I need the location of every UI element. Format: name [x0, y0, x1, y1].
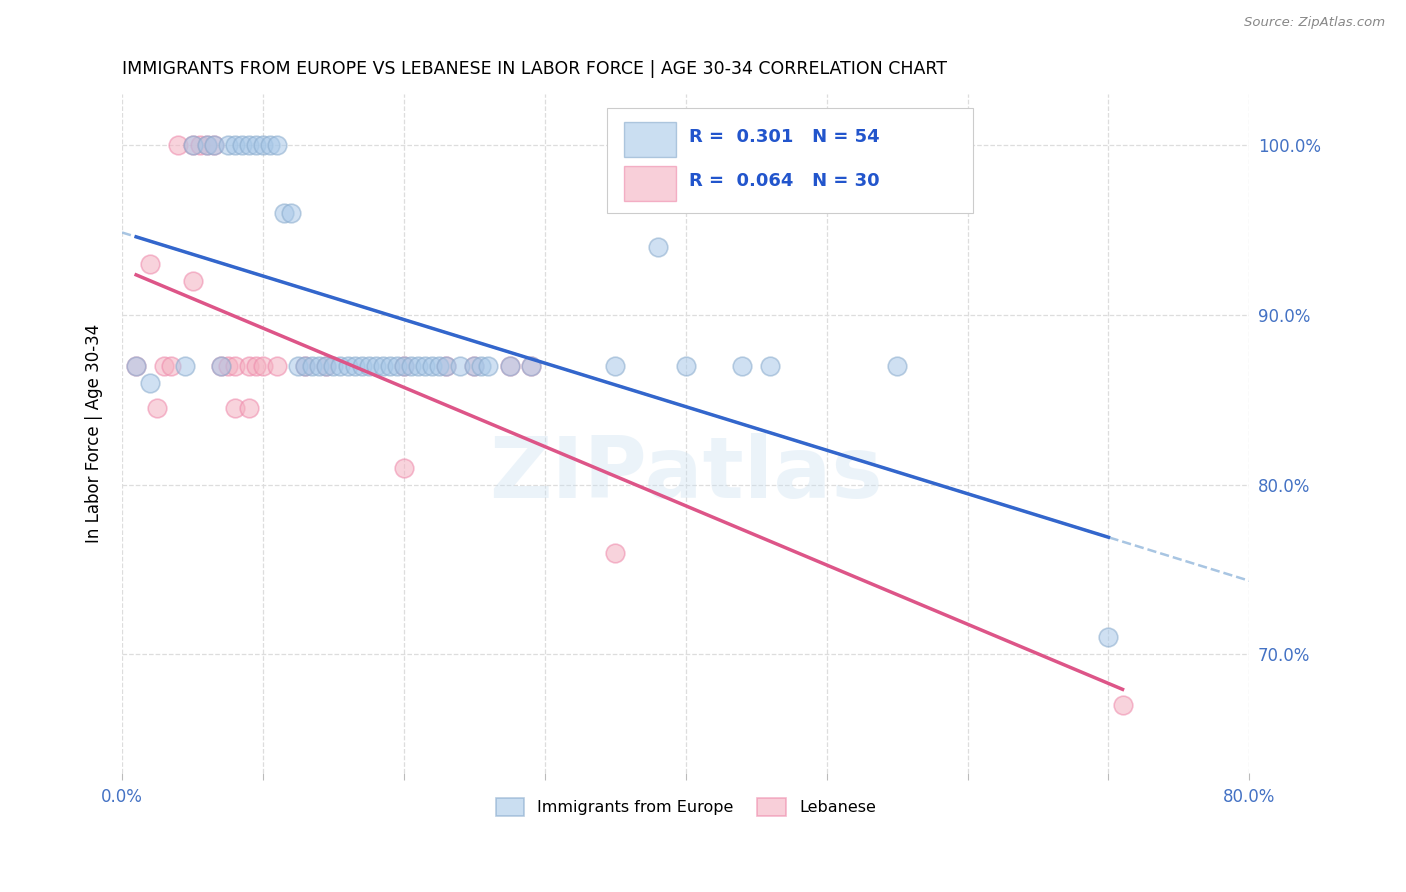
Point	[477, 359, 499, 373]
Point	[350, 359, 373, 373]
Point	[266, 359, 288, 373]
Point	[322, 359, 344, 373]
Point	[238, 359, 260, 373]
FancyBboxPatch shape	[607, 108, 973, 213]
Point	[266, 138, 288, 153]
Point	[167, 138, 190, 153]
Point	[181, 274, 204, 288]
Point	[329, 359, 352, 373]
Point	[463, 359, 485, 373]
Text: ZIPatlas: ZIPatlas	[489, 433, 883, 516]
Point	[238, 401, 260, 416]
Point	[308, 359, 330, 373]
Point	[406, 359, 429, 373]
Point	[886, 359, 908, 373]
Point	[195, 138, 218, 153]
Point	[498, 359, 520, 373]
FancyBboxPatch shape	[624, 121, 675, 157]
Point	[217, 359, 239, 373]
Point	[160, 359, 183, 373]
Point	[519, 359, 541, 373]
Point	[139, 376, 162, 390]
Point	[605, 545, 627, 559]
Point	[759, 359, 782, 373]
Text: Source: ZipAtlas.com: Source: ZipAtlas.com	[1244, 16, 1385, 29]
Point	[392, 460, 415, 475]
Text: R =  0.301   N = 54: R = 0.301 N = 54	[689, 128, 880, 146]
Point	[731, 359, 754, 373]
Point	[139, 257, 162, 271]
Point	[209, 359, 232, 373]
Point	[343, 359, 366, 373]
Point	[224, 138, 246, 153]
Point	[245, 138, 267, 153]
Point	[371, 359, 394, 373]
Point	[392, 359, 415, 373]
Point	[336, 359, 359, 373]
Point	[294, 359, 316, 373]
Text: R =  0.064   N = 30: R = 0.064 N = 30	[689, 172, 880, 190]
Point	[315, 359, 337, 373]
Point	[252, 359, 274, 373]
Y-axis label: In Labor Force | Age 30-34: In Labor Force | Age 30-34	[86, 324, 103, 543]
Point	[259, 138, 281, 153]
Point	[181, 138, 204, 153]
Point	[174, 359, 197, 373]
Point	[217, 138, 239, 153]
Point	[498, 359, 520, 373]
Point	[357, 359, 380, 373]
Point	[399, 359, 422, 373]
Point	[245, 359, 267, 373]
Point	[519, 359, 541, 373]
Point	[378, 359, 401, 373]
Point	[125, 359, 148, 373]
Point	[427, 359, 450, 373]
Point	[287, 359, 309, 373]
Point	[434, 359, 457, 373]
Point	[188, 138, 211, 153]
Point	[224, 401, 246, 416]
Point	[301, 359, 323, 373]
Point	[392, 359, 415, 373]
Point	[195, 138, 218, 153]
Point	[434, 359, 457, 373]
Point	[273, 206, 295, 220]
Point	[605, 359, 627, 373]
Point	[420, 359, 443, 373]
Point	[224, 359, 246, 373]
Point	[231, 138, 253, 153]
Point	[238, 138, 260, 153]
FancyBboxPatch shape	[624, 166, 675, 201]
Text: IMMIGRANTS FROM EUROPE VS LEBANESE IN LABOR FORCE | AGE 30-34 CORRELATION CHART: IMMIGRANTS FROM EUROPE VS LEBANESE IN LA…	[122, 60, 948, 78]
Point	[315, 359, 337, 373]
Point	[647, 240, 669, 254]
Point	[1111, 698, 1133, 713]
Point	[280, 206, 302, 220]
Point	[153, 359, 176, 373]
Legend: Immigrants from Europe, Lebanese: Immigrants from Europe, Lebanese	[489, 791, 882, 822]
Point	[364, 359, 387, 373]
Point	[202, 138, 225, 153]
Point	[675, 359, 697, 373]
Point	[470, 359, 492, 373]
Point	[1097, 631, 1119, 645]
Point	[202, 138, 225, 153]
Point	[125, 359, 148, 373]
Point	[209, 359, 232, 373]
Point	[413, 359, 436, 373]
Point	[181, 138, 204, 153]
Point	[449, 359, 471, 373]
Point	[294, 359, 316, 373]
Point	[252, 138, 274, 153]
Point	[463, 359, 485, 373]
Point	[146, 401, 169, 416]
Point	[385, 359, 408, 373]
